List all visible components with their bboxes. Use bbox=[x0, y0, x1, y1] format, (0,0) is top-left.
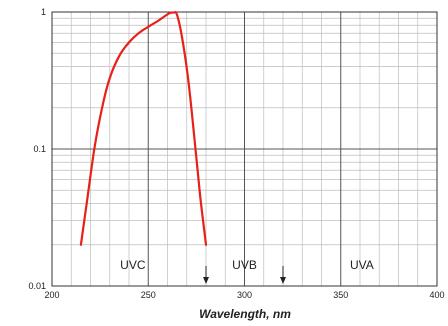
series-line bbox=[79, 11, 208, 246]
y-tick-label: 0.1 bbox=[33, 144, 46, 154]
x-tick-label: 350 bbox=[333, 290, 348, 300]
y-tick-label: 1 bbox=[41, 7, 46, 17]
band-boundary-arrow-head bbox=[203, 277, 209, 284]
band-annotations: UVC UVB UVA bbox=[120, 258, 374, 284]
x-tick-label: 400 bbox=[429, 290, 444, 300]
band-label-uvc: UVC bbox=[120, 258, 146, 272]
plot-frame bbox=[51, 11, 438, 287]
x-tick-label: 300 bbox=[237, 290, 252, 300]
x-tick-label: 250 bbox=[141, 290, 156, 300]
band-label-uva: UVA bbox=[350, 258, 374, 272]
x-axis-label: Wavelength, nm bbox=[199, 307, 291, 321]
y-tick-labels: 0.01 0.1 1 bbox=[28, 7, 46, 291]
x-tick-label: 200 bbox=[44, 290, 59, 300]
series-layer bbox=[79, 11, 208, 246]
x-tick-labels: 200 250 300 350 400 bbox=[44, 290, 444, 300]
major-grid bbox=[52, 12, 437, 286]
band-boundary-arrow-head bbox=[280, 277, 286, 284]
y-tick-label: 0.01 bbox=[28, 281, 46, 291]
band-label-uvb: UVB bbox=[232, 258, 257, 272]
